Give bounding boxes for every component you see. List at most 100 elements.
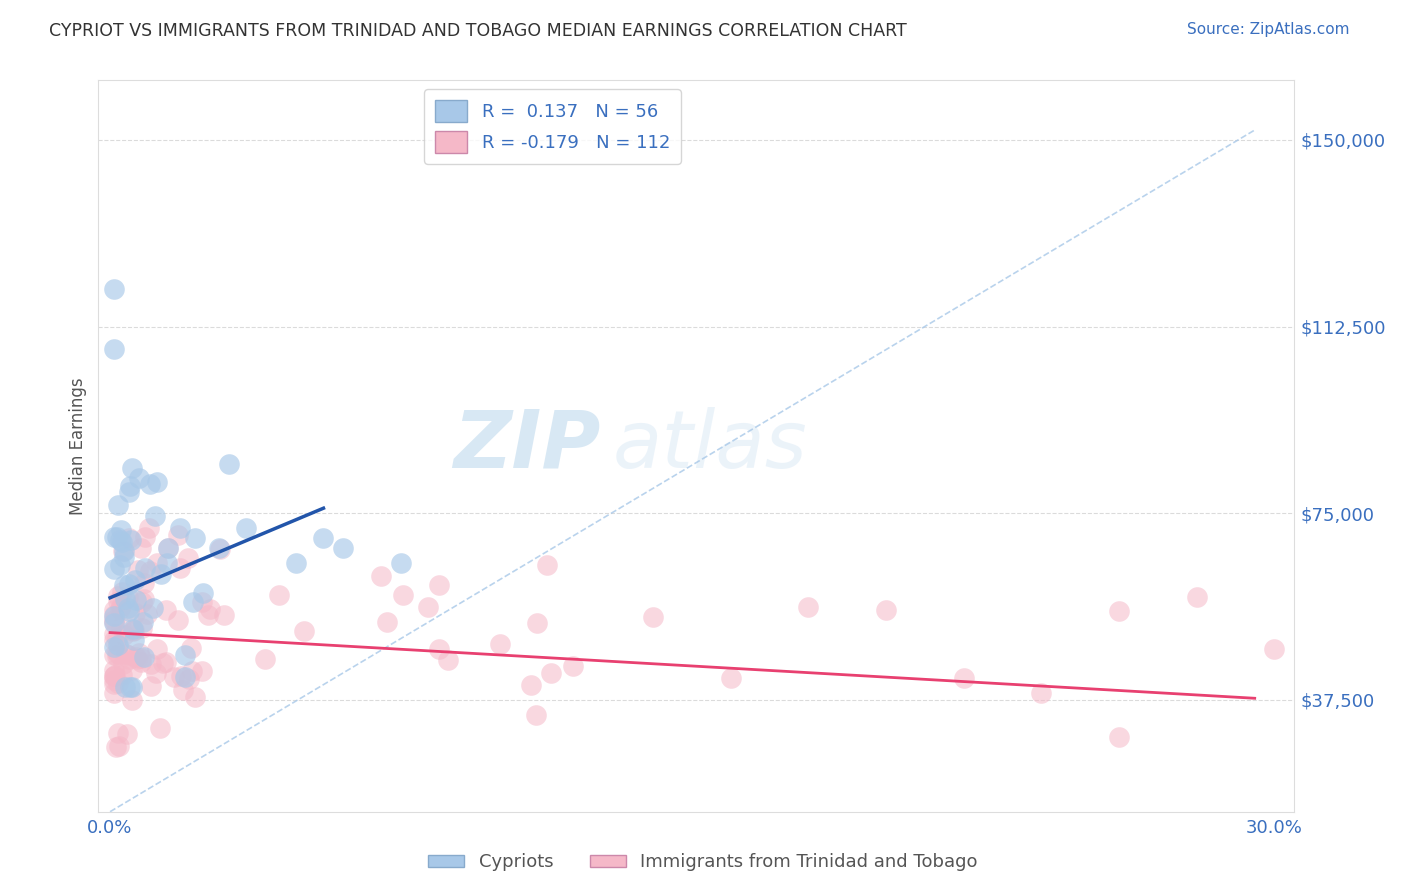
Point: [111, 543, 134, 558]
Point: [103, 282, 125, 296]
Point: [108, 533, 131, 548]
Point: [1031, 685, 1053, 699]
Point: [142, 601, 165, 615]
Point: [138, 521, 160, 535]
Point: [1263, 642, 1285, 657]
Point: [120, 479, 142, 493]
Point: [294, 624, 316, 639]
Point: [131, 621, 153, 635]
Point: [103, 616, 125, 631]
Point: [254, 652, 277, 666]
Point: [332, 541, 354, 555]
Point: [191, 586, 214, 600]
Point: [103, 648, 125, 662]
Point: [104, 739, 127, 754]
Point: [139, 679, 162, 693]
Point: [370, 569, 392, 583]
Point: [125, 593, 148, 607]
Point: [103, 602, 125, 616]
Point: [121, 663, 143, 677]
Point: [1108, 604, 1130, 618]
Point: [181, 665, 204, 679]
Point: [235, 521, 257, 535]
Point: [114, 681, 136, 695]
Point: [191, 664, 214, 678]
Point: [110, 620, 132, 634]
Point: [103, 667, 125, 681]
Point: [105, 531, 128, 545]
Text: atlas: atlas: [613, 407, 807, 485]
Point: [145, 666, 167, 681]
Point: [103, 626, 125, 640]
Point: [139, 477, 162, 491]
Point: [170, 669, 193, 683]
Point: [173, 670, 195, 684]
Point: [952, 671, 974, 685]
Point: [208, 541, 231, 555]
Point: [377, 615, 399, 630]
Point: [1108, 730, 1130, 744]
Point: [120, 533, 142, 548]
Y-axis label: Median Earnings: Median Earnings: [69, 377, 87, 515]
Point: [103, 669, 125, 683]
Point: [488, 637, 510, 651]
Point: [115, 727, 138, 741]
Point: [107, 594, 129, 608]
Point: [103, 342, 125, 356]
Point: [103, 633, 125, 648]
Point: [108, 739, 131, 754]
Point: [121, 681, 143, 695]
Point: [285, 556, 308, 570]
Point: [190, 595, 212, 609]
Point: [107, 648, 129, 662]
Point: [169, 561, 191, 575]
Point: [129, 651, 152, 665]
Point: [172, 683, 194, 698]
Point: [155, 603, 177, 617]
Point: [107, 726, 129, 740]
Point: [152, 656, 174, 670]
Point: [720, 671, 742, 685]
Point: [108, 602, 131, 616]
Point: [124, 649, 146, 664]
Point: [118, 681, 141, 695]
Text: Source: ZipAtlas.com: Source: ZipAtlas.com: [1187, 22, 1350, 37]
Point: [184, 531, 207, 545]
Point: [149, 566, 172, 581]
Legend: Cypriots, Immigrants from Trinidad and Tobago: Cypriots, Immigrants from Trinidad and T…: [422, 847, 984, 879]
Point: [643, 609, 665, 624]
Point: [134, 649, 156, 664]
Point: [105, 649, 128, 664]
Point: [169, 521, 191, 535]
Point: [520, 678, 543, 692]
Point: [429, 578, 451, 592]
Point: [121, 692, 143, 706]
Point: [107, 589, 129, 603]
Point: [108, 558, 131, 572]
Point: [129, 541, 152, 555]
Point: [112, 628, 135, 642]
Point: [107, 638, 129, 652]
Point: [124, 574, 146, 588]
Point: [103, 615, 125, 629]
Point: [107, 498, 129, 512]
Point: [103, 686, 125, 700]
Point: [183, 690, 205, 704]
Point: [111, 584, 134, 599]
Point: [114, 591, 136, 606]
Point: [132, 615, 155, 629]
Point: [524, 708, 547, 723]
Text: CYPRIOT VS IMMIGRANTS FROM TRINIDAD AND TOBAGO MEDIAN EARNINGS CORRELATION CHART: CYPRIOT VS IMMIGRANTS FROM TRINIDAD AND …: [49, 22, 907, 40]
Point: [124, 606, 146, 620]
Point: [110, 523, 132, 537]
Point: [875, 603, 897, 617]
Point: [392, 589, 415, 603]
Point: [117, 590, 139, 604]
Point: [103, 673, 125, 687]
Point: [118, 576, 141, 591]
Point: [134, 530, 156, 544]
Point: [103, 607, 125, 622]
Text: ZIP: ZIP: [453, 407, 600, 485]
Point: [111, 534, 134, 549]
Point: [139, 565, 162, 579]
